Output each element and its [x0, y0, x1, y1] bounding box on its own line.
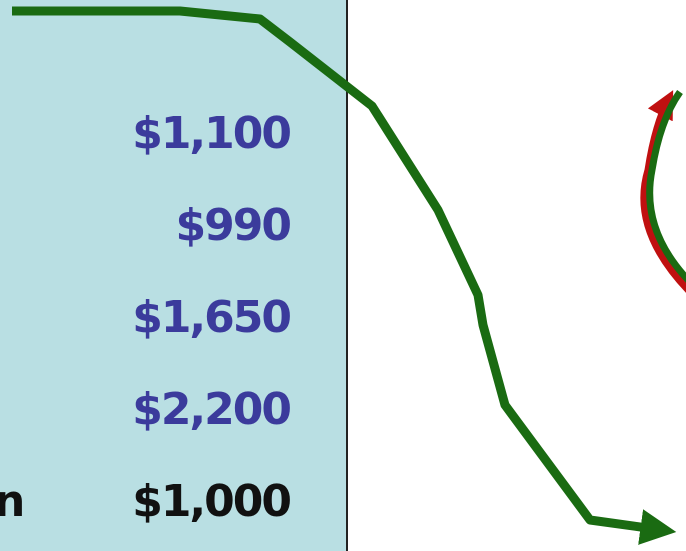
cycle-arrow [646, 89, 686, 283]
amount: $1,650 [132, 292, 290, 343]
flow-arrow [12, 6, 677, 545]
panel [0, 0, 347, 551]
amount: $1,100 [132, 108, 290, 159]
amount: $2,200 [132, 384, 290, 435]
amount: $1,000 [132, 476, 290, 527]
amount: $990 [176, 200, 291, 251]
label-fragment: n [0, 476, 23, 527]
cycle-arrow [640, 90, 686, 293]
